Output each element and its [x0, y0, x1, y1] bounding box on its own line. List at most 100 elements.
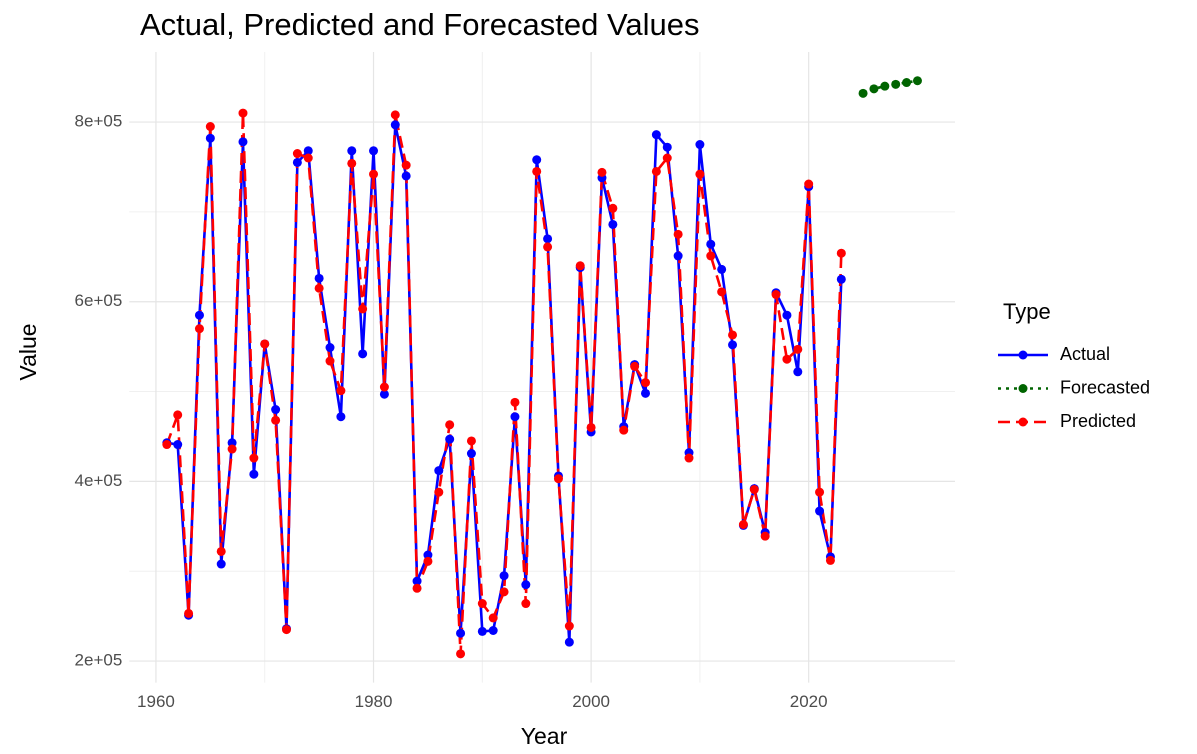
data-point [314, 283, 324, 293]
data-point [445, 420, 455, 430]
data-point [379, 389, 389, 399]
data-point [543, 242, 553, 252]
data-point [771, 290, 781, 300]
data-point [347, 146, 357, 156]
data-point [575, 261, 585, 271]
legend-label: Forecasted [1060, 377, 1150, 397]
data-point [815, 506, 825, 516]
data-point [630, 361, 640, 371]
data-point [369, 146, 379, 156]
legend-key-point [1018, 417, 1028, 427]
data-point [466, 449, 476, 459]
data-point [564, 621, 574, 631]
data-point [173, 440, 183, 450]
data-point [238, 108, 248, 118]
data-point [902, 78, 912, 88]
data-point [673, 251, 683, 261]
data-point [401, 171, 411, 181]
data-point [434, 466, 444, 476]
data-point [423, 556, 433, 566]
x-axis-title: Year [521, 723, 568, 749]
data-point [325, 356, 335, 366]
x-tick-label: 2000 [572, 692, 610, 711]
data-point [216, 559, 226, 569]
data-point [651, 166, 661, 176]
data-point [717, 287, 727, 297]
data-point [488, 625, 498, 635]
data-point [695, 169, 705, 179]
data-point [521, 599, 531, 609]
data-point [303, 146, 313, 156]
data-point [608, 219, 618, 229]
data-point [564, 637, 574, 647]
x-tick-label: 1980 [355, 692, 393, 711]
data-point [390, 110, 400, 120]
data-point [456, 628, 466, 638]
data-point [728, 340, 738, 350]
data-point [815, 487, 825, 497]
data-point [662, 142, 672, 152]
data-point [281, 625, 291, 635]
data-point [543, 234, 553, 244]
data-point [597, 167, 607, 177]
data-point [662, 153, 672, 163]
data-point [205, 133, 215, 143]
data-point [836, 248, 846, 258]
data-point [336, 386, 346, 396]
data-point [619, 425, 629, 435]
data-point [532, 155, 542, 165]
data-point [292, 157, 302, 167]
data-point [445, 434, 455, 444]
data-point [880, 81, 890, 91]
data-point [162, 440, 172, 450]
data-point [510, 412, 520, 422]
data-point [553, 474, 563, 484]
data-point [184, 608, 194, 618]
data-point [608, 203, 618, 213]
data-point [379, 382, 389, 392]
x-tick-label: 2020 [790, 692, 828, 711]
data-point [227, 444, 237, 454]
data-point [586, 422, 596, 432]
data-point [412, 576, 422, 586]
data-point [477, 599, 487, 609]
data-point [738, 520, 748, 530]
data-point [249, 453, 259, 463]
data-point [347, 158, 357, 168]
data-point [706, 239, 716, 249]
data-point [749, 484, 759, 494]
data-point [488, 613, 498, 623]
y-tick-label: 4e+05 [75, 471, 123, 490]
series-line [166, 124, 843, 643]
data-point [912, 76, 922, 86]
legend-label: Actual [1060, 344, 1110, 364]
chart-title: Actual, Predicted and Forecasted Values [140, 7, 699, 42]
y-axis-title: Value [15, 323, 41, 380]
data-point [412, 583, 422, 593]
data-point [640, 388, 650, 398]
data-point [249, 469, 259, 479]
data-point [325, 343, 335, 353]
data-point [793, 367, 803, 377]
data-point [684, 453, 694, 463]
data-point [695, 140, 705, 150]
data-point [336, 412, 346, 422]
data-point [271, 415, 281, 425]
data-point [717, 264, 727, 274]
data-point [260, 339, 270, 349]
data-point [358, 304, 368, 314]
data-point [706, 251, 716, 261]
data-point [728, 330, 738, 340]
data-point [532, 166, 542, 176]
data-point [477, 626, 487, 636]
data-point [521, 580, 531, 590]
data-point [760, 531, 770, 541]
data-point [793, 344, 803, 354]
data-point [194, 310, 204, 320]
data-point [369, 169, 379, 179]
data-point [390, 120, 400, 130]
series-line [165, 113, 843, 654]
legend-title: Type [1003, 299, 1051, 324]
data-point [271, 405, 281, 415]
legend-label: Predicted [1060, 411, 1136, 431]
